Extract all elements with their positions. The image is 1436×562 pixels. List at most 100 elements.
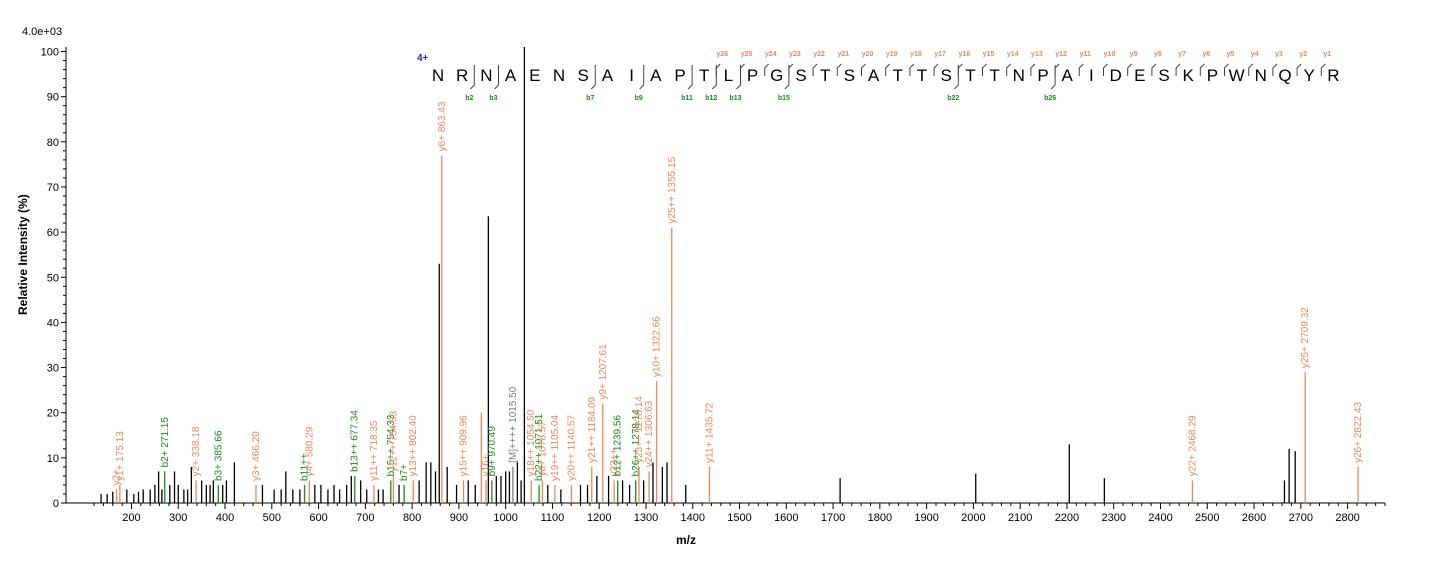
b-fragment-marker: [494, 65, 499, 90]
y-fragment-marker: [715, 63, 721, 76]
y-fragment-marker: [861, 63, 866, 76]
b-fragment-marker: [953, 65, 959, 90]
sequence-residue: N: [432, 66, 444, 85]
peak-label: y25++ 1355.15: [667, 156, 678, 223]
y-fragment-label: y12: [1055, 51, 1067, 58]
b-fragment-marker: [736, 65, 741, 90]
sequence-residue: E: [1134, 66, 1145, 85]
x-tick-label: 1800: [868, 512, 892, 524]
y-fragment-marker: [1030, 63, 1036, 76]
y-fragment-label: y17: [934, 51, 946, 58]
y-fragment-label: y26: [716, 51, 728, 58]
b-fragment-label: b12: [705, 95, 717, 102]
y-fragment-marker: [1054, 63, 1060, 76]
y-fragment-marker: [1248, 63, 1254, 76]
peak-label: y26+ 2822.43: [1353, 402, 1364, 463]
y-fragment-marker: [909, 63, 915, 76]
peak-label: y8+ 1078.57: [537, 421, 548, 477]
y-fragment-marker: [1127, 63, 1133, 76]
sequence-residue: A: [650, 66, 662, 85]
y-tick-label: 50: [47, 272, 59, 284]
y-fragment-marker: [1006, 63, 1012, 76]
sequence-residue: S: [844, 66, 855, 85]
b-fragment-label: b2: [465, 95, 473, 102]
x-tick-label: 700: [356, 512, 374, 524]
peak-label: [M]++++ 1015.50: [508, 386, 519, 463]
sequence-residue: I: [629, 66, 634, 85]
y-fragment-label: y3: [1275, 51, 1283, 58]
y-fragment-label: y13: [1031, 51, 1043, 58]
y-fragment-label: y25: [741, 51, 753, 58]
x-tick-label: 2000: [961, 512, 985, 524]
x-tick-label: 1000: [493, 512, 517, 524]
sequence-residue: Y: [1304, 66, 1315, 85]
x-tick-label: 1600: [774, 512, 798, 524]
peak-label: y16+: [481, 454, 492, 476]
peak-label: y2+ 338.18: [191, 426, 202, 476]
axes: 0 10 20 30 40 50 60 70 80 90 100 200 300 400 500 600 700…: [41, 47, 1386, 524]
x-tick-label: 2100: [1008, 512, 1032, 524]
intensity-scale-label: 4.0e+03: [22, 26, 62, 38]
sequence-residue: N: [553, 66, 565, 85]
peak-label: y12++ 754.33: [388, 410, 399, 472]
b-fragment-label: b15: [778, 95, 790, 102]
sequence-residue: S: [941, 66, 952, 85]
y-fragment-label: y14: [1007, 51, 1019, 58]
x-axis-title: m/z: [676, 533, 696, 547]
peak-label: y15++ 909.96: [459, 415, 470, 477]
sequence-annotation: 4+N R N A E N S A I A P T L P G S T S A T T S T T N P A I D E S K P W N Q Y R…: [417, 51, 1340, 102]
peak-label: y21++ 1184.09: [587, 396, 598, 462]
peak-label: y11++ 718.35: [369, 420, 380, 481]
y-fragment-marker: [788, 63, 794, 76]
y-tick-label: 40: [47, 317, 59, 329]
x-tick-label: 800: [403, 512, 421, 524]
peak-label: y10+ 1322.66: [652, 316, 663, 377]
y-fragment-label: y15: [983, 51, 995, 58]
sequence-residue: P: [674, 66, 685, 85]
b-fragment-marker: [687, 65, 693, 90]
sequence-residue: N: [480, 66, 492, 85]
y-fragment-marker: [885, 63, 891, 76]
y-tick-label: 70: [47, 182, 59, 194]
y-fragment-marker: [982, 63, 987, 76]
y-tick-label: 60: [47, 227, 59, 239]
y-tick-label: 0: [53, 498, 59, 510]
x-tick-label: 2700: [1289, 512, 1313, 524]
sequence-residue: E: [529, 66, 540, 85]
peak-label: y13++ 802.40: [408, 415, 419, 477]
y-fragment-marker: [1272, 63, 1278, 76]
y-tick-label: 30: [47, 363, 59, 375]
x-tick-label: 1300: [634, 512, 658, 524]
sequence-residue: T: [965, 66, 975, 85]
b-fragment-label: b13: [729, 95, 741, 102]
peak-label: b11++: [300, 453, 311, 481]
y-fragment-label: y11: [1080, 51, 1091, 58]
y-fragment-label: y2: [1299, 51, 1307, 58]
x-tick-label: 1100: [541, 512, 565, 524]
y-fragment-label: y6: [1202, 51, 1210, 58]
x-tick-label: 2500: [1195, 512, 1219, 524]
y-fragment-label: y8: [1154, 51, 1162, 58]
y-fragment-label: y4: [1251, 51, 1259, 58]
y-fragment-label: y22: [813, 51, 825, 58]
sequence-residue: R: [456, 66, 468, 85]
y-fragment-marker: [1296, 63, 1302, 76]
peak-label: y4+ 580.29: [304, 426, 315, 476]
y-fragment-label: y1: [1323, 51, 1331, 58]
y-fragment-marker: [836, 63, 842, 76]
peak-label: b13++ 677.34: [350, 410, 361, 472]
y-fragment-label: y9: [1130, 51, 1138, 58]
y-fragment-marker: [812, 63, 818, 76]
sequence-residue: W: [1229, 66, 1245, 85]
x-tick-label: 1400: [681, 512, 705, 524]
x-tick-label: 1700: [821, 512, 845, 524]
b-fragment-marker: [711, 65, 717, 90]
sequence-residue: P: [747, 66, 758, 85]
x-tick-label: 300: [169, 512, 187, 524]
y-axis-title: Relative Intensity (%): [16, 194, 30, 315]
y-fragment-label: y21: [837, 51, 849, 58]
x-tick-label: 2200: [1055, 512, 1079, 524]
y-fragment-marker: [1103, 63, 1108, 76]
sequence-residue: N: [1013, 66, 1025, 85]
